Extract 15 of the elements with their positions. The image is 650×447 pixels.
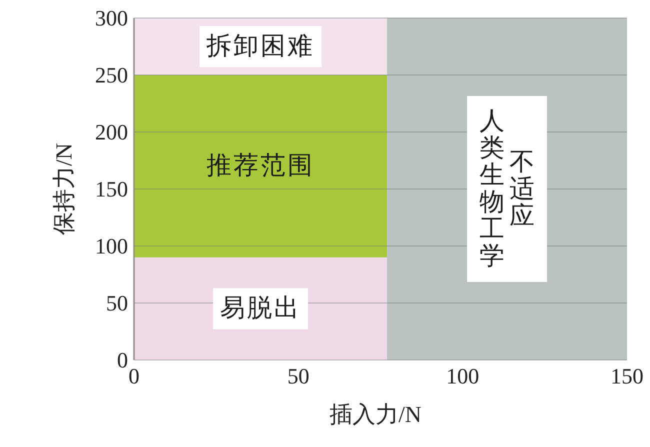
series-label: 拆卸困难 [206,33,315,60]
y-tick-label: 200 [95,120,128,144]
y-tick-label: 300 [95,6,128,30]
x-tick-label: 50 [287,364,310,389]
x-tick-label: 100 [446,364,480,389]
series-label: 推荐范围 [206,152,315,180]
y-tick-label: 50 [106,290,128,316]
x-axis-title: 插入力/N [330,402,422,427]
series-label: 易脱出 [220,295,302,322]
y-tick-label: 250 [95,62,128,88]
x-tick-label: 150 [610,364,644,389]
y-tick-label: 150 [95,176,128,202]
y-tick-label: 100 [95,234,128,258]
y-tick-label: 0 [117,348,128,372]
y-axis-title: 保持力/N [52,142,76,235]
